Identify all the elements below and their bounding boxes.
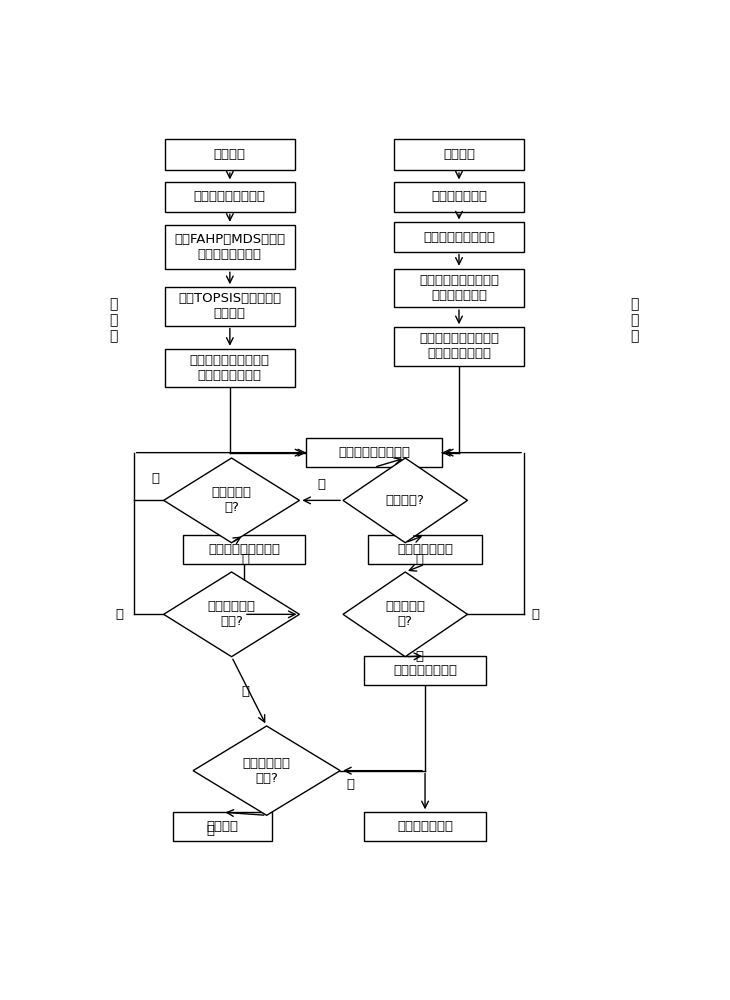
Text: 计算接入用户匹配窗口
并建立优选用户表: 计算接入用户匹配窗口 并建立优选用户表 bbox=[419, 332, 499, 360]
FancyBboxPatch shape bbox=[165, 287, 295, 326]
Text: 否: 否 bbox=[151, 472, 159, 485]
Text: 博弈结束: 博弈结束 bbox=[207, 820, 239, 833]
Polygon shape bbox=[343, 572, 467, 657]
FancyBboxPatch shape bbox=[394, 139, 524, 170]
FancyBboxPatch shape bbox=[165, 139, 295, 170]
Text: 否: 否 bbox=[531, 608, 539, 621]
Text: 网
络
侧: 网 络 侧 bbox=[630, 297, 639, 343]
Text: 是: 是 bbox=[415, 650, 423, 663]
Text: 采集信息: 采集信息 bbox=[214, 148, 246, 161]
Text: 接入请求用户
表空?: 接入请求用户 表空? bbox=[207, 600, 256, 628]
Polygon shape bbox=[164, 458, 299, 543]
FancyBboxPatch shape bbox=[364, 656, 486, 685]
Text: 更新优选用户表: 更新优选用户表 bbox=[397, 543, 453, 556]
FancyBboxPatch shape bbox=[394, 269, 524, 307]
Text: 接入成功?: 接入成功? bbox=[385, 494, 425, 507]
Text: 建立接入请求用户表: 建立接入请求用户表 bbox=[194, 190, 266, 204]
Polygon shape bbox=[193, 726, 340, 815]
FancyBboxPatch shape bbox=[394, 222, 524, 252]
Text: 是: 是 bbox=[206, 824, 214, 837]
Text: 否: 否 bbox=[346, 778, 354, 791]
FancyBboxPatch shape bbox=[165, 349, 295, 387]
Text: 否: 否 bbox=[318, 478, 326, 491]
FancyBboxPatch shape bbox=[307, 438, 442, 467]
Text: 采集信息: 采集信息 bbox=[443, 148, 475, 161]
Text: 接入失败用户
表空?: 接入失败用户 表空? bbox=[242, 757, 291, 785]
Text: 是: 是 bbox=[242, 553, 250, 566]
Text: 优选用户表
空?: 优选用户表 空? bbox=[385, 600, 426, 628]
Polygon shape bbox=[164, 572, 299, 657]
Text: 对用户排序并建立接入
请求用户排序表: 对用户排序并建立接入 请求用户排序表 bbox=[419, 274, 499, 302]
FancyBboxPatch shape bbox=[165, 182, 295, 212]
Text: 优选网络表
空?: 优选网络表 空? bbox=[212, 486, 252, 514]
FancyBboxPatch shape bbox=[173, 812, 272, 841]
FancyBboxPatch shape bbox=[165, 225, 295, 269]
Text: 采用FAHP和MDS生成加
权归一化决策矩阵: 采用FAHP和MDS生成加 权归一化决策矩阵 bbox=[174, 233, 285, 261]
FancyBboxPatch shape bbox=[364, 812, 486, 841]
Text: 用
户
侧: 用 户 侧 bbox=[110, 297, 118, 343]
FancyBboxPatch shape bbox=[183, 535, 305, 564]
Text: 采用TOPSIS建立候选网
络排序表: 采用TOPSIS建立候选网 络排序表 bbox=[178, 292, 282, 320]
Polygon shape bbox=[343, 458, 467, 543]
Text: 第二轮匹配博弈: 第二轮匹配博弈 bbox=[397, 820, 453, 833]
FancyBboxPatch shape bbox=[394, 327, 524, 366]
FancyBboxPatch shape bbox=[394, 182, 524, 212]
Text: 计算候选网络匹配窗口
并建立优选网络表: 计算候选网络匹配窗口 并建立优选网络表 bbox=[190, 354, 270, 382]
Text: 计算网络侧效用函数: 计算网络侧效用函数 bbox=[423, 231, 495, 244]
Text: 是: 是 bbox=[242, 685, 250, 698]
Text: 是: 是 bbox=[415, 553, 423, 566]
Text: 用户和网络匹配博弈: 用户和网络匹配博弈 bbox=[338, 446, 410, 459]
Text: 否: 否 bbox=[115, 608, 123, 621]
Text: 加入失败接入用户表: 加入失败接入用户表 bbox=[208, 543, 280, 556]
FancyBboxPatch shape bbox=[369, 535, 482, 564]
Text: 建立候选网络表: 建立候选网络表 bbox=[431, 190, 487, 204]
Text: 更新候选网络信息: 更新候选网络信息 bbox=[393, 664, 457, 677]
